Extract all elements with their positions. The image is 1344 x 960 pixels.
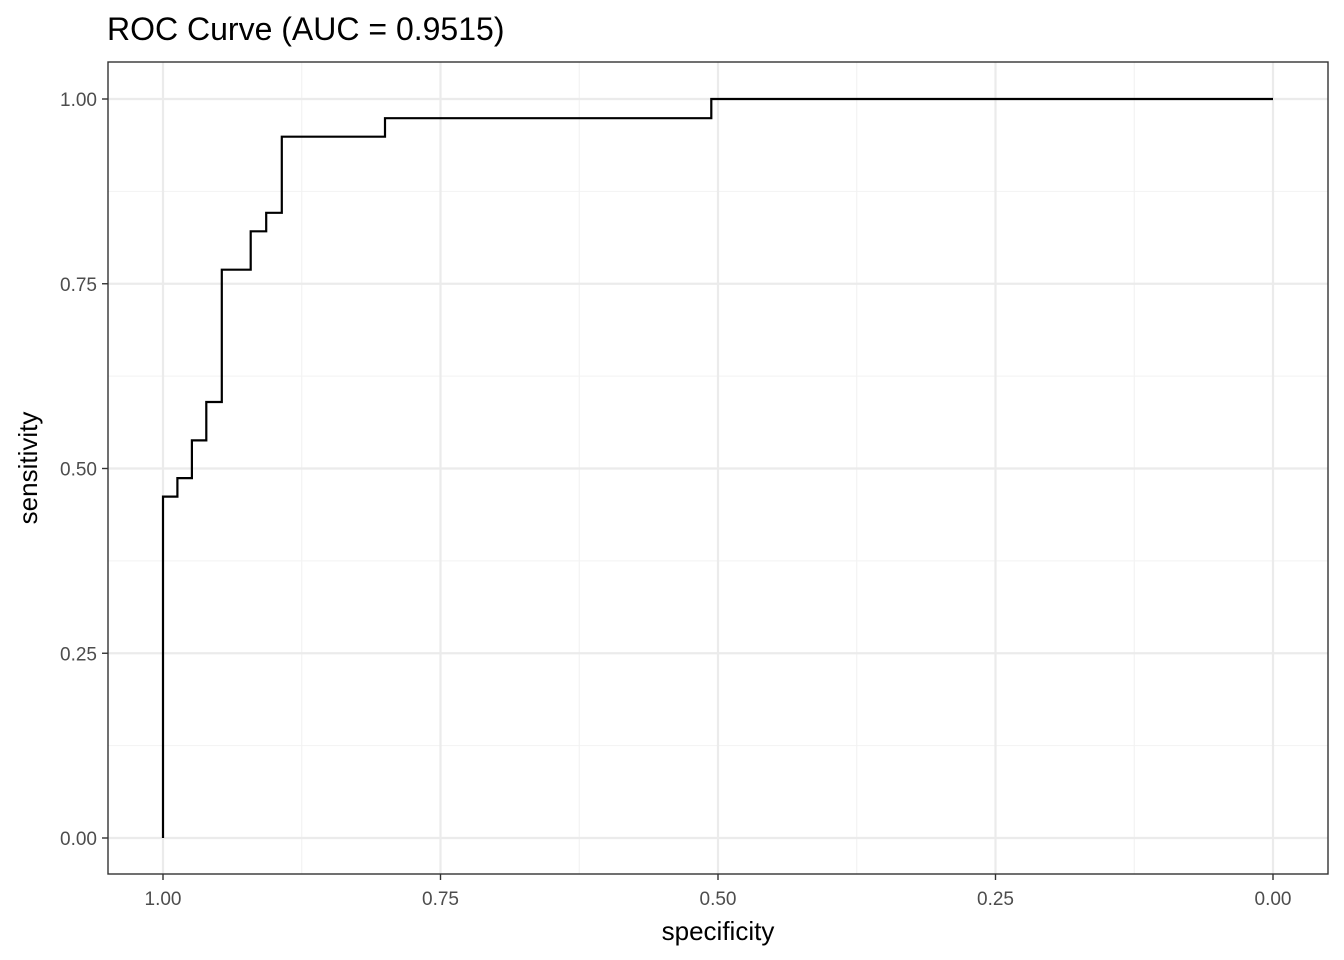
- y-tick-label: 0.75: [60, 275, 97, 296]
- roc-curve-layer: [161, 97, 1273, 838]
- x-tick-label: 0.25: [977, 889, 1014, 910]
- y-tick-label: 0.25: [60, 644, 97, 665]
- x-tick-label: 0.50: [700, 889, 737, 910]
- x-tick-label: 1.00: [145, 889, 182, 910]
- y-tick-label: 0.00: [60, 829, 97, 850]
- y-axis-label: sensitivity: [13, 412, 43, 525]
- y-tick-label: 0.50: [60, 460, 97, 481]
- x-axis-label: specificity: [662, 916, 775, 946]
- y-tick-label: 1.00: [60, 90, 97, 111]
- x-tick-label: 0.00: [1255, 889, 1292, 910]
- roc-curve-line: [161, 97, 1273, 838]
- x-tick-label: 0.75: [422, 889, 459, 910]
- axis-ticks: 1.00 0.75 0.50 0.25 0.00 0.00 0.25 0.50 0.75 1.00: [60, 90, 1291, 910]
- chart-title: ROC Curve (AUC = 0.9515): [107, 11, 504, 47]
